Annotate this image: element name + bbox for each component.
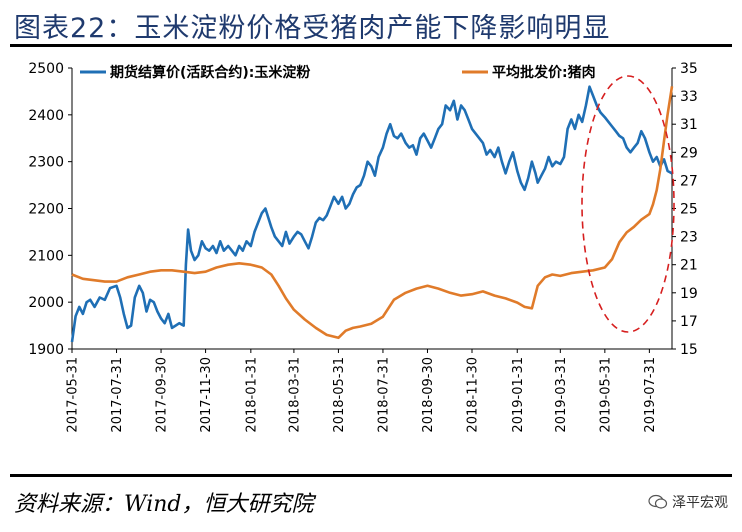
- left-tick-label: 1900: [28, 342, 64, 358]
- x-tick-label: 2019-07-31: [643, 357, 658, 433]
- x-tick-label: 2019-03-31: [554, 357, 569, 433]
- legend-label: 期货结算价(活跃合约):玉米淀粉: [110, 64, 310, 81]
- right-tick-label: 17: [680, 314, 698, 330]
- highlight-ellipse: [581, 75, 675, 333]
- right-tick-label: 33: [680, 89, 698, 105]
- right-tick-label: 27: [680, 173, 698, 189]
- series-line-corn-starch: [70, 85, 673, 343]
- x-tick-label: 2019-01-31: [511, 357, 526, 433]
- right-tick-label: 29: [680, 145, 698, 161]
- x-tick-label: 2017-07-31: [110, 357, 125, 433]
- brand-name: 泽平宏观: [672, 495, 728, 511]
- left-tick-label: 2200: [28, 202, 64, 218]
- right-tick-label: 23: [680, 230, 698, 246]
- wechat-icon: [648, 494, 668, 509]
- brand: 泽平宏观: [648, 492, 728, 512]
- x-tick-label: 2018-11-30: [466, 357, 481, 433]
- right-tick-label: 35: [680, 61, 698, 77]
- left-tick-label: 2000: [28, 295, 64, 311]
- x-tick-label: 2017-09-30: [155, 357, 170, 433]
- right-tick-label: 15: [680, 342, 698, 358]
- left-tick-label: 2500: [28, 61, 64, 77]
- x-tick-label: 2018-05-31: [332, 357, 347, 433]
- title-rule: [10, 44, 732, 47]
- right-tick-label: 21: [680, 258, 698, 274]
- x-tick-label: 2019-05-31: [598, 357, 613, 433]
- legend-label: 平均批发价:猪肉: [492, 64, 596, 81]
- x-tick-label: 2018-09-30: [421, 357, 436, 433]
- chart: 1900 2000 2100 2200 2300 2400 2500 15 17 19 21 23 25…: [28, 61, 698, 433]
- right-tick-label: 19: [680, 286, 698, 302]
- left-tick-label: 2300: [28, 155, 64, 171]
- source-note: 资料来源：Wind，恒大研究院: [14, 492, 314, 517]
- footer-rule: [10, 474, 732, 477]
- left-tick-label: 2400: [28, 108, 64, 124]
- series-line-pork: [71, 86, 674, 340]
- x-tick-label: 2018-01-31: [244, 357, 259, 433]
- x-tick-label: 2017-11-30: [199, 357, 214, 433]
- right-tick-label: 25: [680, 202, 698, 218]
- x-tick-label: 2018-03-31: [287, 357, 302, 433]
- x-tick-label: 2018-07-31: [376, 357, 391, 433]
- left-tick-label: 2100: [28, 248, 64, 264]
- x-tick-label: 2017-05-31: [66, 357, 81, 433]
- right-tick-label: 31: [680, 117, 698, 133]
- page-title: 图表22：玉米淀粉价格受猪肉产能下降影响明显: [14, 13, 611, 44]
